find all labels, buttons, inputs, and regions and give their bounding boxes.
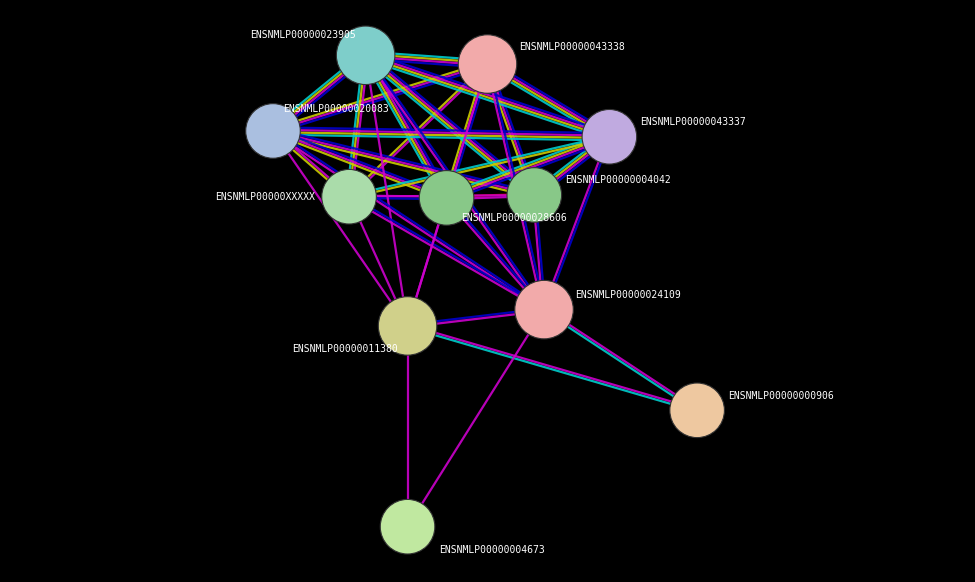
Ellipse shape (246, 104, 300, 158)
Text: ENSNMLP00000XXXXX: ENSNMLP00000XXXXX (215, 191, 315, 202)
Ellipse shape (419, 171, 474, 225)
Ellipse shape (458, 35, 517, 93)
Text: ENSNMLP00000043338: ENSNMLP00000043338 (519, 41, 624, 52)
Ellipse shape (582, 109, 637, 164)
Ellipse shape (507, 168, 562, 222)
Text: ENSNMLP00000000906: ENSNMLP00000000906 (728, 391, 834, 401)
Text: ENSNMLP00000024109: ENSNMLP00000024109 (575, 290, 681, 300)
Text: ENSNMLP00000023905: ENSNMLP00000023905 (251, 30, 356, 40)
Text: ENSNMLP00000043337: ENSNMLP00000043337 (641, 117, 746, 127)
Ellipse shape (322, 169, 376, 224)
Ellipse shape (515, 281, 573, 339)
Text: ENSNMLP00000011380: ENSNMLP00000011380 (292, 344, 398, 354)
Ellipse shape (336, 26, 395, 84)
Text: ENSNMLP00000020083: ENSNMLP00000020083 (283, 104, 388, 114)
Ellipse shape (378, 297, 437, 355)
Ellipse shape (380, 499, 435, 554)
Ellipse shape (670, 383, 724, 438)
Text: ENSNMLP00000004042: ENSNMLP00000004042 (566, 175, 671, 186)
Text: ENSNMLP00000004673: ENSNMLP00000004673 (439, 545, 544, 555)
Text: ENSNMLP00000028606: ENSNMLP00000028606 (461, 213, 566, 223)
